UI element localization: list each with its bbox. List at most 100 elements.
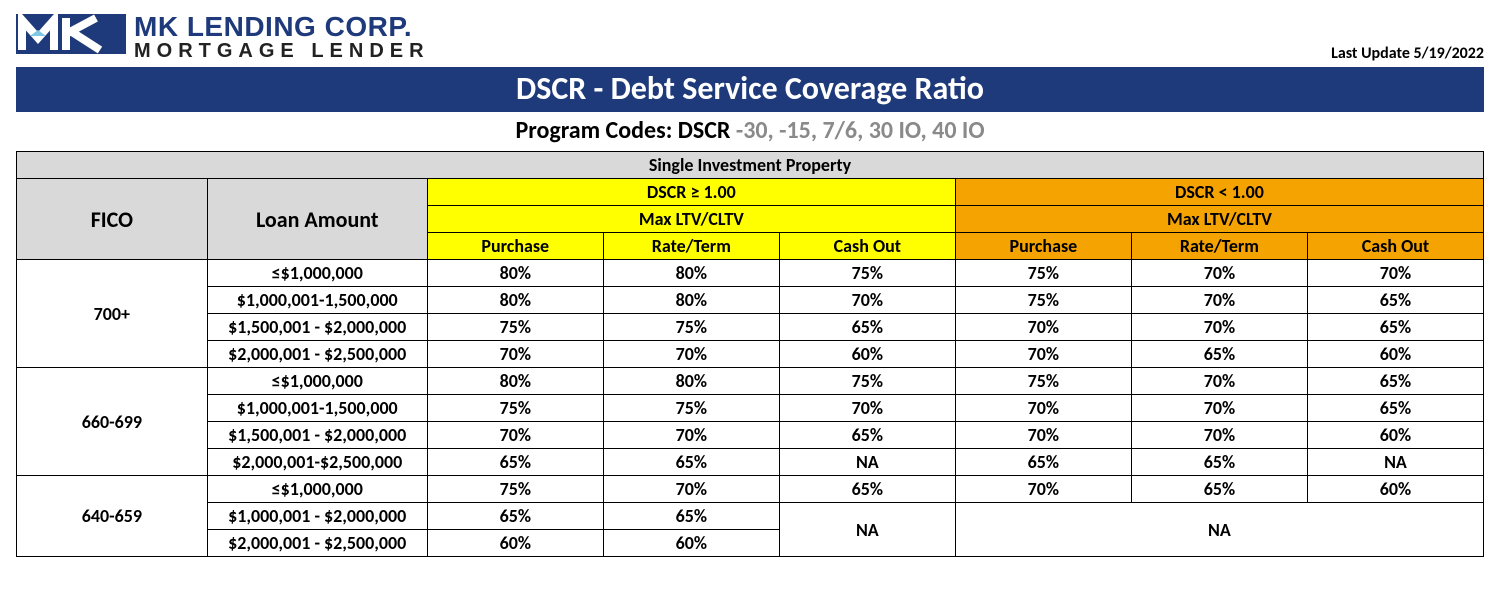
ltv-cell: 70% bbox=[779, 287, 955, 314]
ltv-cell: 75% bbox=[779, 260, 955, 287]
header-row: MK LENDING CORP. MORTGAGE LENDER Last Up… bbox=[16, 10, 1484, 63]
ltv-cell: 65% bbox=[1307, 368, 1483, 395]
ltv-cell: 60% bbox=[1307, 422, 1483, 449]
logo-mark-icon bbox=[16, 10, 126, 63]
ltv-cell: 65% bbox=[1307, 287, 1483, 314]
loan-amount-cell: $1,500,001 - $2,000,000 bbox=[207, 314, 427, 341]
ltv-matrix-table: Single Investment Property FICO Loan Amo… bbox=[16, 151, 1484, 557]
table-head: Single Investment Property FICO Loan Amo… bbox=[17, 152, 1484, 260]
ltv-cell: 75% bbox=[603, 314, 779, 341]
loan-amount-cell: ≤$1,000,000 bbox=[207, 260, 427, 287]
company-logo: MK LENDING CORP. MORTGAGE LENDER bbox=[16, 10, 430, 63]
col-cashout-ge: Cash Out bbox=[779, 233, 955, 260]
logo-corp-name: MK LENDING CORP. bbox=[134, 13, 430, 41]
program-codes-subtitle: Program Codes: DSCR -30, -15, 7/6, 30 IO… bbox=[16, 112, 1484, 151]
ltv-cell: 70% bbox=[427, 422, 603, 449]
table-row: $1,500,001 - $2,000,00070%70%65%70%70%60… bbox=[17, 422, 1484, 449]
ltv-cell: 70% bbox=[603, 341, 779, 368]
ltv-cell: 60% bbox=[603, 530, 779, 557]
ltv-cell: 70% bbox=[603, 476, 779, 503]
ltv-cell: 70% bbox=[955, 422, 1131, 449]
table-row: 700+≤$1,000,00080%80%75%75%70%70% bbox=[17, 260, 1484, 287]
ltv-cell: 65% bbox=[1131, 449, 1307, 476]
ltv-cell: 70% bbox=[1307, 260, 1483, 287]
ltv-cell: 75% bbox=[779, 368, 955, 395]
ltv-cell: 65% bbox=[1307, 314, 1483, 341]
ltv-cell: 70% bbox=[1131, 368, 1307, 395]
ltv-cell: 65% bbox=[779, 314, 955, 341]
ltv-cell: 75% bbox=[427, 314, 603, 341]
loan-amount-cell: $2,000,001 - $2,500,000 bbox=[207, 341, 427, 368]
logo-tagline: MORTGAGE LENDER bbox=[134, 41, 430, 61]
ltv-cell: 65% bbox=[603, 503, 779, 530]
ltv-cell: 70% bbox=[779, 395, 955, 422]
ltv-cell: 70% bbox=[955, 476, 1131, 503]
col-cashout-lt: Cash Out bbox=[1307, 233, 1483, 260]
ltv-cell: 80% bbox=[427, 368, 603, 395]
ltv-cell: 70% bbox=[1131, 260, 1307, 287]
ltv-cell: 65% bbox=[1307, 395, 1483, 422]
ltv-cell: 80% bbox=[427, 287, 603, 314]
loan-amount-cell: $2,000,001-$2,500,000 bbox=[207, 449, 427, 476]
dscr-ge-header: DSCR ≥ 1.00 bbox=[427, 179, 955, 206]
ltv-cell: 80% bbox=[427, 260, 603, 287]
ltv-cell: 75% bbox=[603, 395, 779, 422]
fico-cell: 640-659 bbox=[17, 476, 208, 557]
loan-amount-cell: ≤$1,000,000 bbox=[207, 368, 427, 395]
ltv-cell: 60% bbox=[1307, 341, 1483, 368]
col-purchase-lt: Purchase bbox=[955, 233, 1131, 260]
dscr-lt-header: DSCR < 1.00 bbox=[955, 179, 1483, 206]
ltv-cell: NA bbox=[779, 449, 955, 476]
table-row: 660-699≤$1,000,00080%80%75%75%70%65% bbox=[17, 368, 1484, 395]
table-row: 640-659≤$1,000,00075%70%65%70%65%60% bbox=[17, 476, 1484, 503]
ltv-cell: 65% bbox=[779, 422, 955, 449]
ltv-cell: 70% bbox=[1131, 287, 1307, 314]
table-body: 700+≤$1,000,00080%80%75%75%70%70%$1,000,… bbox=[17, 260, 1484, 557]
maxltv-ge-header: Max LTV/CLTV bbox=[427, 206, 955, 233]
ltv-cell: 65% bbox=[1131, 476, 1307, 503]
ltv-cell: 80% bbox=[603, 287, 779, 314]
ltv-cell: 60% bbox=[427, 530, 603, 557]
table-row: $1,000,001-1,500,00080%80%70%75%70%65% bbox=[17, 287, 1484, 314]
ltv-cell: NA bbox=[779, 503, 955, 557]
col-rateterm-ge: Rate/Term bbox=[603, 233, 779, 260]
table-row: $1,000,001 - $2,000,00065%65%NANA bbox=[17, 503, 1484, 530]
ltv-cell: 75% bbox=[955, 368, 1131, 395]
ltv-cell: NA bbox=[1307, 449, 1483, 476]
loan-amount-cell: $1,500,001 - $2,000,000 bbox=[207, 422, 427, 449]
ltv-cell: 60% bbox=[779, 341, 955, 368]
page-title: DSCR - Debt Service Coverage Ratio bbox=[16, 67, 1484, 112]
ltv-cell: 70% bbox=[955, 341, 1131, 368]
table-row: $1,500,001 - $2,000,00075%75%65%70%70%65… bbox=[17, 314, 1484, 341]
table-row: $2,000,001-$2,500,00065%65%NA65%65%NA bbox=[17, 449, 1484, 476]
ltv-cell: 70% bbox=[603, 422, 779, 449]
subtitle-codes: -30, -15, 7/6, 30 IO, 40 IO bbox=[736, 116, 985, 145]
last-update-label: Last Update 5/19/2022 bbox=[1331, 44, 1484, 63]
ltv-cell: 65% bbox=[955, 449, 1131, 476]
subtitle-prefix: Program Codes: DSCR bbox=[515, 116, 735, 145]
ltv-cell: 65% bbox=[427, 503, 603, 530]
loan-amount-cell: $2,000,001 - $2,500,000 bbox=[207, 530, 427, 557]
ltv-cell: 70% bbox=[1131, 422, 1307, 449]
fico-col-header: FICO bbox=[17, 179, 208, 260]
ltv-cell: 70% bbox=[955, 314, 1131, 341]
ltv-cell: NA bbox=[955, 503, 1483, 557]
ltv-cell: 70% bbox=[955, 395, 1131, 422]
ltv-cell: 70% bbox=[427, 341, 603, 368]
ltv-cell: 80% bbox=[603, 368, 779, 395]
ltv-cell: 65% bbox=[427, 449, 603, 476]
loan-amount-cell: $1,000,001-1,500,000 bbox=[207, 287, 427, 314]
table-top-header: Single Investment Property bbox=[17, 152, 1484, 179]
maxltv-lt-header: Max LTV/CLTV bbox=[955, 206, 1483, 233]
loan-amount-cell: $1,000,001 - $2,000,000 bbox=[207, 503, 427, 530]
col-rateterm-lt: Rate/Term bbox=[1131, 233, 1307, 260]
ltv-cell: 75% bbox=[955, 260, 1131, 287]
logo-text: MK LENDING CORP. MORTGAGE LENDER bbox=[134, 13, 430, 61]
ltv-cell: 70% bbox=[1131, 314, 1307, 341]
ltv-cell: 75% bbox=[427, 395, 603, 422]
fico-cell: 660-699 bbox=[17, 368, 208, 476]
ltv-cell: 65% bbox=[603, 449, 779, 476]
ltv-cell: 75% bbox=[955, 287, 1131, 314]
ltv-cell: 70% bbox=[1131, 395, 1307, 422]
ltv-cell: 60% bbox=[1307, 476, 1483, 503]
